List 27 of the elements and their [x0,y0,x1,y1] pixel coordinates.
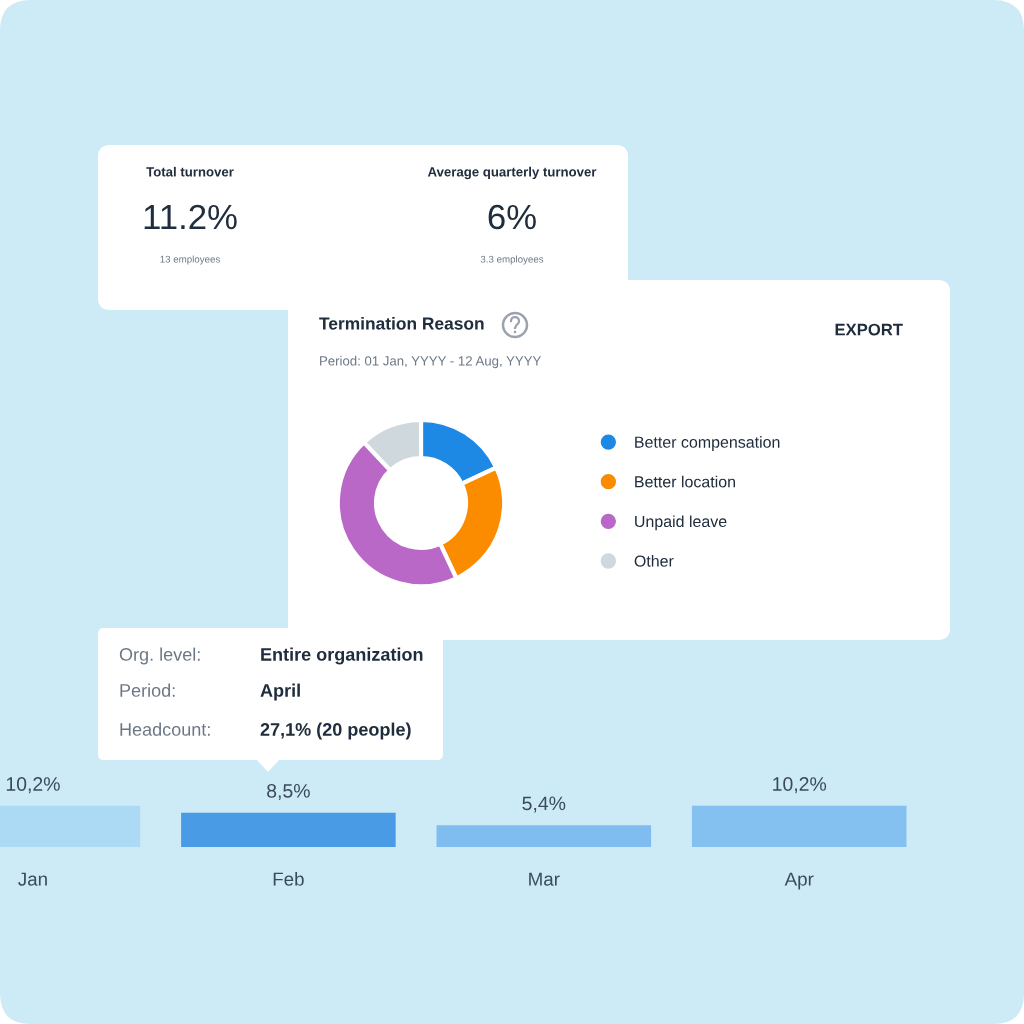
x-tick-label: Apr [784,872,814,890]
text: 11.2% [144,204,237,230]
legend-label: Unpaid leave [635,515,727,531]
chart-subtitle: Period: 01 Jan, YYYY - 12 Aug, YYYY [320,355,541,369]
text: 27,1% (20 people) [260,722,411,740]
data-label: 10,2% [773,777,827,794]
x-tick-label: Feb [273,872,304,886]
text: Headcount: [120,722,210,736]
data-label: 5,4% [522,796,566,813]
legend-label: Other [634,555,674,567]
x-tick-label: Mar [529,872,560,886]
data-label: 10,2% [6,777,60,794]
text: April [260,683,300,701]
text: 13 employees [160,255,220,265]
text: 6% [488,204,536,230]
text: 3.3 employees [480,255,544,265]
chart-title: Termination Reason [319,316,484,330]
text: EXPORT [835,323,903,336]
text: Entire organization [261,647,423,665]
legend-label: Better compensation [635,436,780,451]
x-tick-label: Jan [18,872,47,886]
text: Period: [120,683,175,697]
text: Total turnover [146,166,234,177]
data-label: 8,5% [267,783,310,801]
text: Org. level: [119,647,200,665]
legend-label: Better location [635,475,735,488]
text: Average quarterly turnover [427,166,597,180]
